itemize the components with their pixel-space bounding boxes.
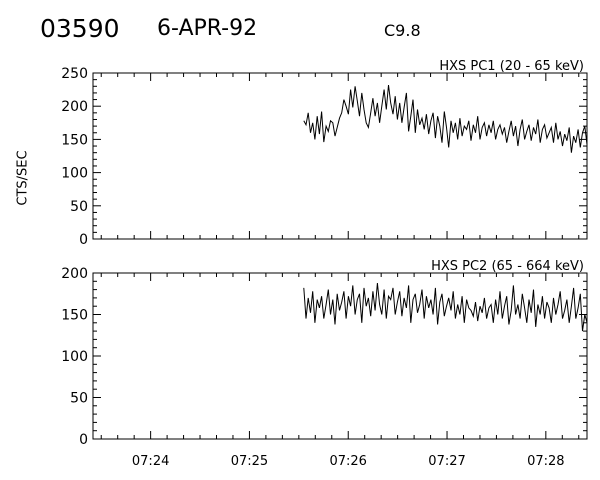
x-tick-label: 07:26 (329, 454, 366, 469)
y-tick-label: 50 (70, 199, 88, 215)
x-tick-label: 07:25 (231, 454, 268, 469)
y-tick-label: 100 (61, 166, 88, 182)
y-tick-label: 50 (70, 391, 88, 407)
y-tick-label: 150 (61, 132, 88, 148)
plot-frame (92, 272, 588, 440)
y-tick-label: 150 (61, 308, 88, 324)
y-tick-label: 250 (61, 66, 88, 82)
plot-frame (92, 72, 588, 240)
x-tick-label: 07:27 (428, 454, 465, 469)
flare-class: C9.8 (384, 21, 421, 40)
x-tick-label: 07:24 (132, 454, 169, 469)
event-date: 6-APR-92 (157, 16, 258, 41)
panel-title: HXS PC1 (20 - 65 keV) (439, 59, 584, 74)
x-tick-label: 07:28 (527, 454, 564, 469)
y-tick-label: 0 (79, 432, 88, 448)
y-tick-label: 200 (61, 266, 88, 282)
panel-title: HXS PC2 (65 - 664 keV) (431, 259, 584, 274)
y-tick-label: 0 (79, 232, 88, 248)
series-line (303, 84, 588, 153)
event-id: 03590 (40, 14, 120, 43)
y-tick-label: 100 (61, 349, 88, 365)
y-tick-label: 200 (61, 99, 88, 115)
series-line (303, 282, 588, 332)
